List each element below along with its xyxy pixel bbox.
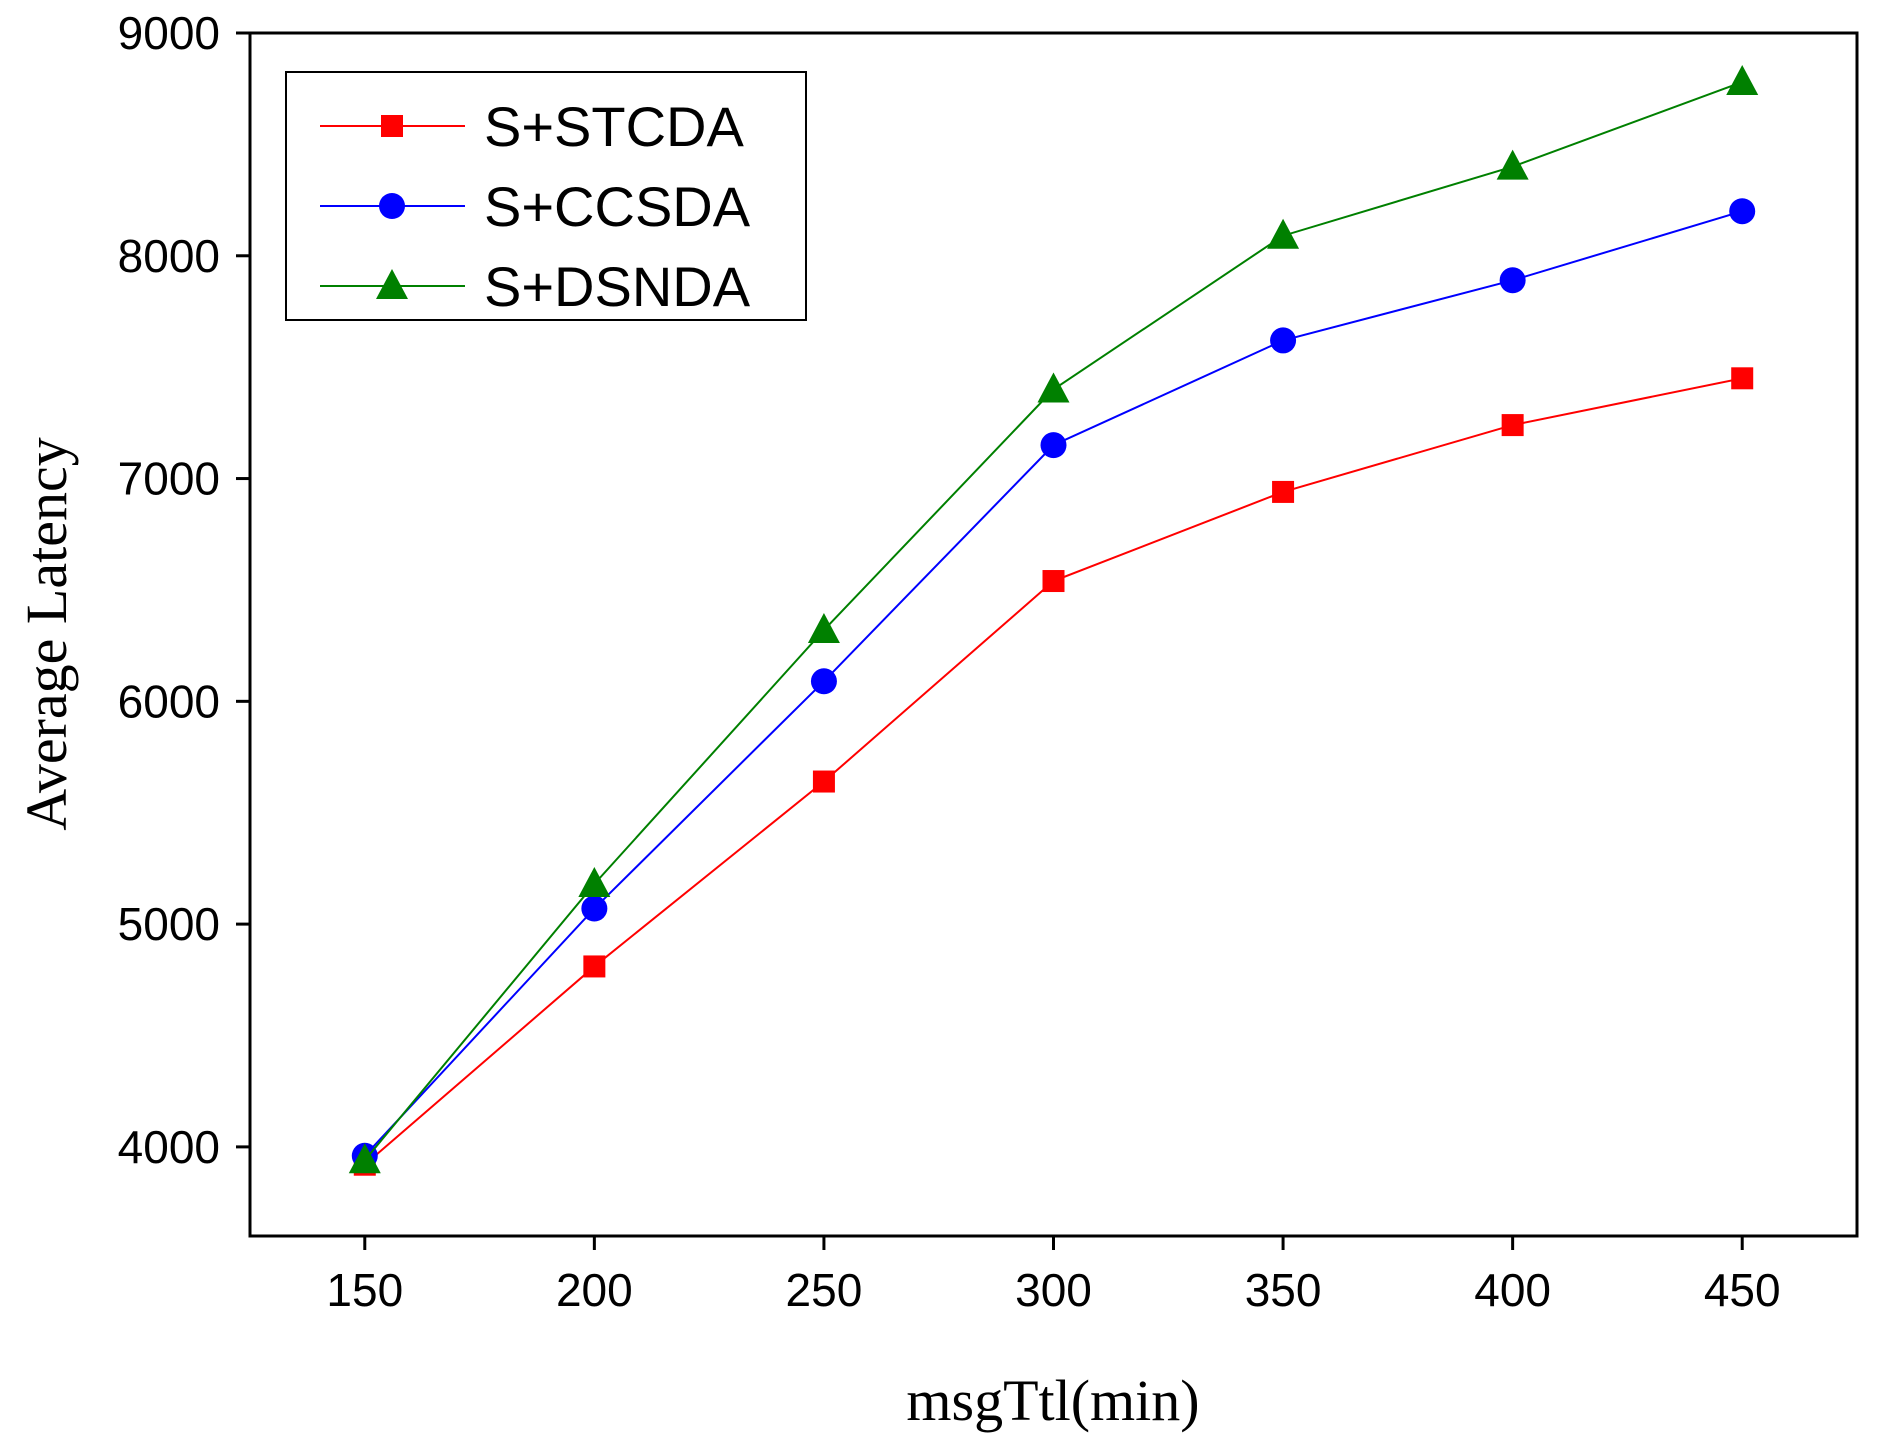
legend-item-s-stcda: S+STCDA	[320, 95, 744, 158]
data-point-s-stcda	[1272, 480, 1295, 503]
data-point-s-dsnda	[807, 613, 840, 644]
y-tick-label: 7000	[118, 453, 220, 505]
data-point-s-dsnda	[348, 1143, 381, 1174]
y-axis: 4000 5000 6000 7000 8000 9000	[118, 7, 250, 1173]
y-tick-label: 9000	[118, 7, 220, 59]
x-tick-label: 250	[786, 1264, 863, 1316]
y-axis-title: Average Latency	[14, 437, 79, 830]
data-point-s-ccsda	[1270, 327, 1297, 354]
data-point-s-stcda	[1042, 570, 1065, 593]
data-point-s-stcda	[1501, 414, 1524, 437]
x-tick-label: 150	[326, 1264, 403, 1316]
data-point-s-ccsda	[1040, 432, 1067, 459]
x-axis: 150 200 250 300 350 400 450	[326, 1236, 1781, 1316]
x-tick-label: 200	[556, 1264, 633, 1316]
x-tick-label: 300	[1015, 1264, 1092, 1316]
data-point-s-ccsda	[1499, 267, 1526, 294]
x-axis-title: msgTtl(min)	[906, 1368, 1199, 1433]
data-point-s-stcda	[1731, 367, 1754, 390]
legend-label: S+DSNDA	[484, 255, 751, 318]
data-point-s-ccsda	[810, 668, 837, 695]
y-tick-label: 6000	[118, 675, 220, 727]
series-line-s-stcda	[364, 377, 1743, 1166]
legend-box	[285, 71, 807, 321]
legend-label: S+CCSDA	[484, 175, 751, 238]
x-tick-label: 450	[1704, 1264, 1781, 1316]
legend-swatch-marker	[381, 115, 403, 137]
y-tick-label: 5000	[118, 898, 220, 950]
data-point-s-dsnda	[1496, 149, 1529, 180]
legend: S+STCDA S+CCSDA S+DSNDA	[285, 71, 807, 321]
data-point-s-ccsda	[581, 895, 608, 922]
legend-swatch-marker	[376, 269, 408, 299]
data-point-s-stcda	[583, 955, 606, 978]
series-layer	[348, 65, 1759, 1176]
series-s-dsnda	[348, 65, 1759, 1174]
data-point-s-stcda	[812, 770, 835, 793]
data-point-s-dsnda	[1726, 65, 1759, 96]
series-s-stcda	[353, 367, 1754, 1176]
y-tick-label: 8000	[118, 230, 220, 282]
series-s-ccsda	[351, 198, 1756, 1169]
x-tick-label: 400	[1474, 1264, 1551, 1316]
legend-swatch-marker	[379, 193, 405, 219]
data-point-s-dsnda	[1037, 372, 1070, 403]
legend-item-s-dsnda: S+DSNDA	[320, 255, 751, 318]
data-point-s-dsnda	[578, 867, 611, 898]
x-tick-label: 350	[1245, 1264, 1322, 1316]
y-tick-label: 4000	[118, 1121, 220, 1173]
series-line-s-ccsda	[364, 210, 1743, 1157]
data-point-s-ccsda	[1729, 198, 1756, 225]
legend-label: S+STCDA	[484, 95, 744, 158]
legend-item-s-ccsda: S+CCSDA	[320, 175, 751, 238]
data-point-s-dsnda	[1267, 218, 1300, 249]
